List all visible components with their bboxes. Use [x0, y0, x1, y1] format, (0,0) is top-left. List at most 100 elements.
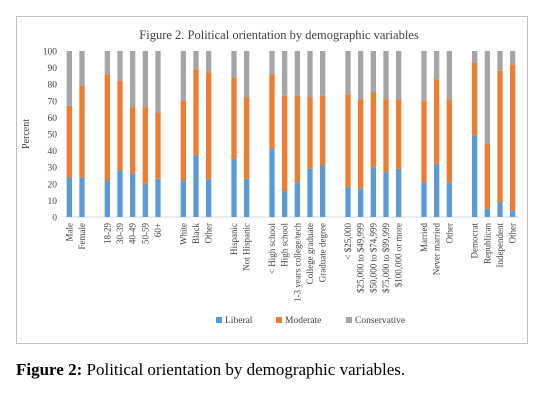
- caption-label: Figure 2:: [16, 360, 83, 379]
- bar-segment-conservative: [142, 51, 148, 108]
- bar-segment-liberal: [231, 158, 237, 217]
- y-tick-label: 0: [52, 214, 57, 224]
- bar-segment-conservative: [66, 51, 72, 106]
- bar-segment-moderate: [446, 99, 452, 183]
- bar-segment-liberal: [370, 167, 376, 217]
- bar-segment-moderate: [421, 100, 427, 183]
- x-tick-label: $75,000 to $99,999: [381, 223, 391, 294]
- y-tick-label: 20: [48, 180, 58, 190]
- y-tick-label: 100: [43, 48, 58, 58]
- caption-text: Political orientation by demographic var…: [82, 360, 406, 379]
- bar-segment-liberal: [206, 178, 212, 217]
- bar-segment-conservative: [497, 51, 503, 71]
- bar-segment-liberal: [117, 170, 123, 217]
- bar-segment-moderate: [294, 95, 300, 183]
- x-tick-label: Republican: [482, 223, 492, 264]
- x-tick-label: $50,000 to $74,999: [368, 223, 378, 294]
- bar-segment-conservative: [320, 51, 326, 96]
- bar-segment-conservative: [130, 51, 136, 108]
- x-tick-label: Married: [419, 223, 429, 252]
- chart-title: Figure 2. Political orientation by demog…: [139, 28, 419, 42]
- bar-segment-moderate: [472, 62, 478, 136]
- bar-segment-moderate: [282, 95, 288, 191]
- bar-segment-conservative: [383, 51, 389, 100]
- x-tick-label: High school: [280, 223, 290, 267]
- bar-segment-conservative: [510, 51, 516, 65]
- x-tick-label: $25,000 to $49,999: [356, 223, 366, 294]
- bar-segment-moderate: [320, 95, 326, 166]
- x-tick-label: Male: [64, 223, 74, 242]
- bar-segment-liberal: [358, 188, 364, 217]
- x-tick-label: Graduate degree: [318, 223, 328, 282]
- bar-segment-moderate: [66, 105, 72, 178]
- bar-segment-liberal: [446, 182, 452, 217]
- bar-segment-liberal: [244, 178, 250, 217]
- legend-swatch-liberal: [216, 317, 222, 323]
- bar-segment-liberal: [142, 183, 148, 217]
- bar-segment-conservative: [104, 51, 110, 75]
- bar-segment-moderate: [104, 74, 110, 181]
- bar-segment-moderate: [396, 99, 402, 169]
- bar-segment-liberal: [66, 177, 72, 217]
- bar-segment-liberal: [180, 180, 186, 217]
- x-tick-label: 18-29: [102, 223, 112, 244]
- bar-segment-moderate: [269, 74, 275, 149]
- bar-segment-moderate: [484, 143, 490, 209]
- bar-segment-liberal: [79, 177, 85, 217]
- x-tick-label: Other: [508, 223, 518, 244]
- bar-segment-liberal: [320, 165, 326, 217]
- bar-segment-moderate: [206, 72, 212, 179]
- x-tick-label: 40-49: [128, 223, 138, 244]
- bar-segment-moderate: [510, 64, 516, 211]
- bar-segment-liberal: [472, 135, 478, 217]
- bar-segment-liberal: [155, 178, 161, 217]
- x-tick-label: Hispanic: [229, 223, 239, 255]
- bar-segment-conservative: [79, 51, 85, 86]
- bar-segment-liberal: [269, 148, 275, 217]
- y-tick-label: 80: [48, 81, 58, 91]
- bar-segment-conservative: [269, 51, 275, 75]
- bar-segment-conservative: [484, 51, 490, 144]
- figure-caption: Figure 2: Political orientation by demog…: [16, 360, 405, 380]
- bar-segment-liberal: [282, 190, 288, 217]
- bar-segment-moderate: [130, 107, 136, 174]
- x-tick-label: Independent: [495, 223, 505, 268]
- x-tick-label: Other: [204, 223, 214, 244]
- bar-segment-moderate: [117, 80, 123, 171]
- x-tick-label: 30-39: [115, 223, 125, 244]
- bar-segment-conservative: [206, 51, 212, 73]
- y-tick-label: 40: [48, 147, 58, 157]
- bar-segment-moderate: [180, 100, 186, 181]
- stacked-bar-chart: Figure 2. Political orientation by demog…: [21, 28, 519, 326]
- y-tick-label: 30: [48, 164, 58, 174]
- bar-segment-conservative: [193, 51, 199, 70]
- bar-segment-conservative: [345, 51, 351, 95]
- bar-segment-liberal: [130, 173, 136, 217]
- bar-segment-conservative: [244, 51, 250, 98]
- bar-segment-conservative: [472, 51, 478, 63]
- bar-segment-conservative: [180, 51, 186, 101]
- x-tick-label: Female: [77, 223, 87, 250]
- bar-segment-liberal: [307, 168, 313, 217]
- bar-segment-moderate: [244, 97, 250, 179]
- x-tick-label: 50-59: [140, 223, 150, 244]
- bar-segment-liberal: [104, 180, 110, 217]
- legend-label-conservative: Conservative: [355, 316, 405, 326]
- chart-frame: Figure 2. Political orientation by demog…: [16, 16, 528, 344]
- legend-swatch-moderate: [276, 317, 282, 323]
- y-tick-label: 10: [48, 197, 58, 207]
- bar-segment-conservative: [155, 51, 161, 113]
- bar-segment-moderate: [370, 92, 376, 168]
- bar-segment-moderate: [193, 69, 199, 156]
- bar-segment-moderate: [79, 85, 85, 178]
- x-tick-label: Never married: [432, 223, 442, 276]
- bar-segment-conservative: [396, 51, 402, 100]
- bar-segment-moderate: [497, 70, 503, 203]
- bar-segment-liberal: [396, 168, 402, 217]
- x-tick-label: < High school: [267, 223, 277, 275]
- bar-segment-conservative: [282, 51, 288, 96]
- bar-segment-conservative: [421, 51, 427, 101]
- bar-segment-moderate: [358, 99, 364, 189]
- bar-segment-moderate: [307, 97, 313, 169]
- bar-segment-liberal: [193, 155, 199, 217]
